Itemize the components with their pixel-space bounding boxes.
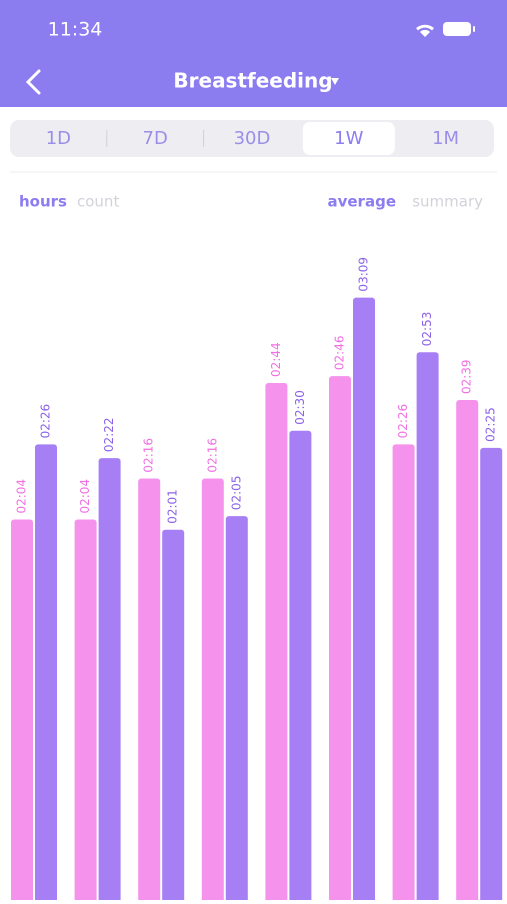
bar — [456, 400, 479, 904]
back-button[interactable] — [25, 69, 41, 95]
value-label: 02:04 — [78, 479, 92, 514]
value-label: 02:25 — [484, 407, 498, 442]
bar — [138, 478, 161, 904]
value-label: 02:04 — [15, 479, 29, 514]
value-label: 02:30 — [293, 390, 307, 425]
header-bg — [0, 0, 507, 107]
bar — [329, 376, 351, 904]
value-label: 02:22 — [102, 417, 116, 452]
bar — [162, 529, 185, 904]
bar — [74, 519, 97, 904]
battery-tip — [473, 26, 475, 32]
toggle-hours[interactable]: hours — [19, 193, 67, 211]
toggle-average[interactable]: average — [327, 193, 396, 211]
status-time: 11:34 — [48, 19, 103, 41]
bar — [289, 430, 312, 904]
tab[interactable]: 7D — [143, 128, 168, 149]
value-label: 02:53 — [420, 312, 434, 347]
bar — [225, 516, 248, 904]
bar — [98, 458, 121, 904]
battery-icon — [443, 22, 471, 36]
toggle-count[interactable]: count — [77, 193, 119, 211]
value-label: 02:26 — [39, 404, 53, 439]
value-label: 02:16 — [205, 438, 219, 473]
bar — [392, 444, 415, 904]
bar — [265, 382, 288, 904]
tab[interactable]: 1W — [334, 128, 363, 149]
status-icons — [416, 22, 475, 37]
tab[interactable]: 30D — [234, 128, 271, 149]
bar — [353, 297, 375, 904]
wifi-icon — [416, 24, 434, 37]
header-title[interactable]: Breastfeeding — [173, 69, 332, 93]
value-label: 02:16 — [142, 438, 156, 473]
bar — [11, 519, 33, 904]
toggle-summary[interactable]: summary — [412, 193, 483, 211]
bar — [35, 444, 57, 904]
value-label: 02:26 — [396, 404, 410, 439]
value-label: 02:44 — [269, 342, 283, 377]
value-label: 03:09 — [357, 257, 371, 292]
value-label: 02:05 — [229, 476, 243, 511]
bar — [416, 352, 439, 904]
dropdown-icon — [331, 78, 339, 85]
tab[interactable]: 1M — [432, 128, 459, 149]
tab[interactable]: 1D — [46, 128, 71, 149]
value-label: 02:39 — [460, 359, 474, 394]
tab-selected — [302, 122, 395, 155]
value-label: 02:01 — [166, 489, 180, 524]
value-label: 02:46 — [333, 336, 347, 371]
bar — [480, 447, 503, 904]
bar — [201, 478, 224, 904]
